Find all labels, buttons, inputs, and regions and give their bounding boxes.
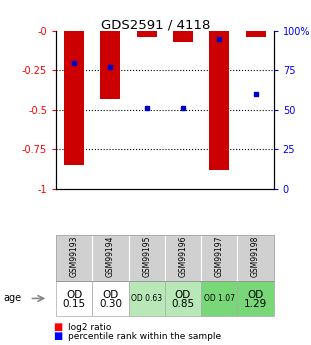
Text: GSM99197: GSM99197 [215,235,224,277]
Text: GSM99195: GSM99195 [142,235,151,277]
Text: OD 1.07: OD 1.07 [204,294,235,303]
Text: age: age [3,294,21,303]
Bar [100,31,120,99]
Text: ■: ■ [53,322,62,332]
Text: GDS2591 / 4118: GDS2591 / 4118 [101,19,210,32]
Text: OD: OD [248,290,264,300]
Text: OD: OD [102,290,118,300]
Bar [173,31,193,42]
Bar [246,31,266,37]
Bar [137,31,157,37]
Text: OD: OD [175,290,191,300]
Text: 0.30: 0.30 [99,299,122,308]
Text: 1.29: 1.29 [244,299,267,308]
Text: 0.15: 0.15 [63,299,86,308]
Text: OD 0.63: OD 0.63 [131,294,162,303]
Text: GSM99198: GSM99198 [251,236,260,277]
Text: GSM99194: GSM99194 [106,235,115,277]
Text: ■: ■ [53,332,62,341]
Text: percentile rank within the sample: percentile rank within the sample [68,332,221,341]
Bar [209,31,229,170]
Text: 0.85: 0.85 [171,299,195,308]
Text: OD: OD [66,290,82,300]
Bar [64,31,84,165]
Text: GSM99193: GSM99193 [70,235,79,277]
Text: GSM99196: GSM99196 [179,235,188,277]
Text: log2 ratio: log2 ratio [68,323,112,332]
